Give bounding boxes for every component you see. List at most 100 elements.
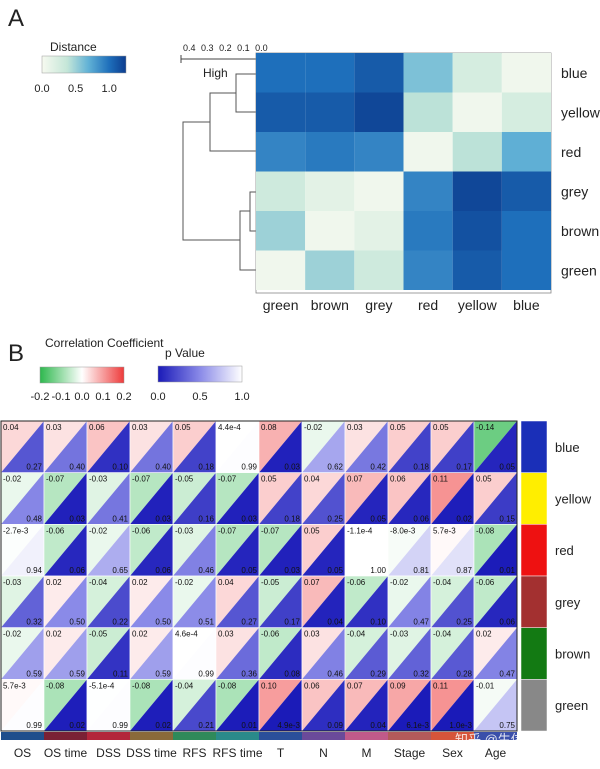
corr-triangle bbox=[44, 627, 87, 680]
p-value-label: 0.18 bbox=[198, 463, 214, 472]
corr-legend-tick: -0.2 bbox=[31, 391, 50, 403]
corr-triangle bbox=[87, 576, 130, 628]
corr-value-label: 0.02 bbox=[132, 578, 148, 587]
corr-value-label: 0.07 bbox=[347, 475, 363, 484]
heatmap-a-cell bbox=[403, 250, 453, 290]
heatmap-a-col-label: red bbox=[418, 297, 438, 313]
corr-value-label: -0.06 bbox=[132, 526, 151, 535]
corr-value-label: -0.04 bbox=[89, 578, 108, 587]
corr-triangle bbox=[431, 576, 474, 628]
corr-value-label: 4.6e-4 bbox=[175, 630, 198, 639]
p-value-label: 0.17 bbox=[456, 463, 472, 472]
corr-value-label: -0.07 bbox=[218, 475, 237, 484]
corr-triangle bbox=[345, 524, 388, 577]
corr-value-label: -0.03 bbox=[89, 475, 108, 484]
p-triangle bbox=[173, 472, 216, 525]
corr-triangle bbox=[130, 576, 173, 628]
p-value-label: 0.47 bbox=[499, 669, 515, 678]
distance-legend-tick: 0.5 bbox=[68, 83, 83, 95]
p-value-label: 0.04 bbox=[327, 618, 343, 627]
corr-value-label: -0.06 bbox=[261, 630, 280, 639]
corr-triangle bbox=[130, 627, 173, 680]
p-value-label: 6.1e-3 bbox=[406, 721, 429, 730]
corr-value-label: 5.7e-3 bbox=[3, 681, 26, 690]
p-value-label: 0.94 bbox=[26, 566, 42, 575]
heatmap-a-cell bbox=[256, 132, 306, 172]
corr-value-label: 0.02 bbox=[476, 630, 492, 639]
p-legend-tick: 0.5 bbox=[192, 391, 207, 403]
heatmap-b-cell: -0.05 0.17 bbox=[258, 575, 303, 628]
heatmap-a-cell bbox=[452, 132, 502, 172]
corr-legend-tick: 0.0 bbox=[74, 391, 89, 403]
corr-triangle bbox=[216, 524, 259, 577]
trait-color-swatch bbox=[130, 732, 173, 740]
corr-value-label: -0.05 bbox=[261, 578, 280, 587]
trait-label: N bbox=[319, 746, 328, 760]
module-color-swatch bbox=[520, 575, 548, 628]
heatmap-a-cell bbox=[354, 171, 404, 211]
p-value-label: 0.81 bbox=[413, 566, 429, 575]
p-value-label: 0.75 bbox=[499, 721, 515, 730]
heatmap-b-cell: 0.03 0.36 bbox=[215, 627, 260, 680]
p-triangle bbox=[259, 627, 302, 680]
p-triangle bbox=[474, 472, 517, 525]
p-triangle bbox=[87, 472, 130, 525]
corr-value-label: 0.09 bbox=[390, 681, 406, 690]
p-triangle bbox=[388, 421, 431, 473]
p-triangle bbox=[173, 524, 216, 577]
corr-triangle bbox=[259, 472, 302, 525]
heatmap-b-cell: -0.02 0.59 bbox=[0, 627, 45, 680]
heatmap-b-cell: 0.08 0.03 bbox=[258, 420, 303, 473]
p-value-label: 1.0e-3 bbox=[449, 721, 472, 730]
p-value-label: 0.46 bbox=[327, 669, 343, 678]
dendro-scale-tick: 0.4 bbox=[183, 43, 196, 53]
trait-color-swatch bbox=[44, 732, 87, 740]
heatmap-a-cell bbox=[403, 92, 453, 132]
corr-value-label: -2.7e-3 bbox=[3, 526, 29, 535]
corr-value-label: -0.02 bbox=[3, 475, 22, 484]
heatmap-b-cell: 0.02 0.59 bbox=[43, 627, 88, 680]
p-value-label: 0.36 bbox=[241, 669, 257, 678]
p-value-label: 0.17 bbox=[284, 618, 300, 627]
p-triangle bbox=[173, 576, 216, 628]
heatmap-b-cell: -0.05 0.16 bbox=[172, 472, 217, 525]
corr-triangle bbox=[345, 627, 388, 680]
corr-value-label: 0.06 bbox=[89, 423, 105, 432]
p-triangle bbox=[259, 576, 302, 628]
heatmap-a-row-labels: blue yellow red grey brown green bbox=[561, 65, 600, 278]
trait-label: DSS bbox=[96, 746, 121, 760]
corr-triangle bbox=[474, 627, 517, 680]
heatmap-a-cell bbox=[354, 53, 404, 93]
heatmap-b-cell: 0.05 0.05 bbox=[301, 524, 346, 577]
p-value-label: 0.05 bbox=[370, 514, 386, 523]
p-legend-tick: 0.0 bbox=[150, 391, 165, 403]
corr-value-label: 0.10 bbox=[261, 681, 277, 690]
corr-value-label: -0.07 bbox=[132, 475, 151, 484]
p-value-label: 0.09 bbox=[327, 721, 343, 730]
heatmap-b-cell: 0.09 6.1e-3 bbox=[387, 679, 432, 732]
corr-triangle bbox=[388, 421, 431, 473]
corr-triangle bbox=[388, 627, 431, 680]
p-value-label: 0.99 bbox=[26, 721, 42, 730]
heatmap-a-row-label: grey bbox=[561, 183, 588, 199]
corr-value-label: -0.04 bbox=[347, 630, 366, 639]
corr-triangle bbox=[1, 524, 44, 577]
p-triangle bbox=[431, 627, 474, 680]
p-value-label: 0.87 bbox=[456, 566, 472, 575]
p-triangle bbox=[44, 576, 87, 628]
heatmap-b-cell: 0.03 0.40 bbox=[43, 420, 88, 473]
corr-triangle bbox=[474, 524, 517, 577]
heatmap-a-cell bbox=[305, 171, 355, 211]
corr-value-label: -0.05 bbox=[89, 630, 108, 639]
heatmap-b-cell: -1.1e-4 1.00 bbox=[344, 524, 389, 577]
p-triangle bbox=[474, 679, 517, 732]
p-value-label: 0.29 bbox=[370, 669, 386, 678]
heatmap-b-cell: 0.05 0.17 bbox=[430, 420, 475, 473]
corr-value-label: -0.05 bbox=[175, 475, 194, 484]
corr-triangle bbox=[173, 627, 216, 680]
p-triangle bbox=[1, 679, 44, 732]
heatmap-b-cell: -5.1e-4 0.99 bbox=[86, 679, 131, 732]
heatmap-a-cell bbox=[305, 53, 355, 93]
heatmap-b-cell: 0.11 1.0e-3 bbox=[430, 679, 475, 732]
corr-triangle bbox=[474, 576, 517, 628]
